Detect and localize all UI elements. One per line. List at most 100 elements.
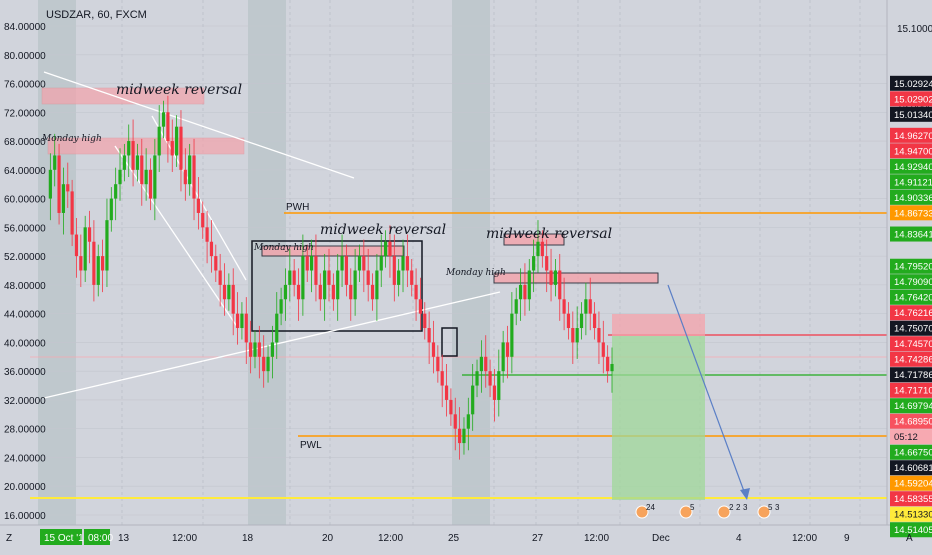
candle-body (518, 284, 523, 300)
left-axis-tick-label: 20.00000 (4, 482, 46, 493)
price-label-tag[interactable] (890, 367, 932, 383)
price-label-tag[interactable] (890, 174, 932, 190)
price-label-tag[interactable] (890, 289, 932, 305)
range-box (251, 240, 423, 332)
candle-body (532, 256, 536, 271)
price-label-tag[interactable] (890, 429, 932, 445)
candle-body (370, 284, 375, 300)
price-label-tag[interactable] (890, 382, 932, 398)
price-label-tag[interactable] (890, 106, 932, 122)
right-axis[interactable]: 15.1000015.0000015.0292415.0290215.01340… (890, 24, 932, 538)
event-badge-icon[interactable] (635, 505, 649, 519)
candle-body (601, 342, 605, 357)
left-axis: 84.00000 80.00000 76.00000 72.00000 68.00000… (4, 22, 46, 522)
price-label-tag[interactable] (890, 91, 932, 107)
annotation-midweek-reversal: midweek reversal (116, 82, 242, 98)
price-label-tag[interactable] (890, 398, 932, 414)
x-axis-tick-label: 12:00 (792, 533, 817, 544)
candle-body (575, 328, 579, 343)
price-label-tag[interactable] (890, 258, 932, 274)
candle-body (70, 191, 74, 235)
x-axis-time-tag[interactable] (84, 529, 110, 545)
x-axis-tick-label: 9 (844, 533, 850, 544)
left-axis-tick-label: 44.00000 (4, 310, 46, 321)
price-label-tag[interactable] (890, 444, 932, 460)
price-label-tag[interactable] (890, 336, 932, 352)
annotation-pwh: PWH (286, 202, 309, 213)
price-label-tag[interactable] (890, 274, 932, 290)
candle-body (505, 342, 510, 357)
candle-body (510, 313, 514, 357)
x-axis-tick-label: 4 (736, 533, 742, 544)
candle-body (209, 241, 214, 257)
event-badge-icon[interactable] (679, 505, 693, 519)
price-label-tag[interactable] (890, 522, 932, 538)
annotation-monday-high-3: Monday high (445, 268, 506, 278)
price-label-text: 15.02902 (894, 94, 932, 105)
left-axis-tick-label: 36.00000 (4, 367, 46, 378)
candle-body (144, 169, 148, 185)
price-label-tag[interactable] (890, 320, 932, 336)
candle-body (53, 155, 57, 170)
candle-body (475, 371, 479, 386)
candle-body (523, 284, 527, 300)
price-label-text: 14.69794 (894, 401, 932, 412)
price-label-text: 14.66750 (894, 448, 932, 459)
price-label-tag[interactable] (890, 143, 932, 159)
x-axis-tick-label: A (906, 533, 913, 544)
left-axis-tick-label: 24.00000 (4, 453, 46, 464)
x-axis-time-tag[interactable] (40, 529, 82, 545)
event-badge-count: 24 (646, 503, 655, 512)
price-label-tag[interactable] (890, 226, 932, 242)
price-label-tag[interactable] (890, 506, 932, 522)
candle-body (610, 363, 614, 372)
candle-body (384, 241, 388, 257)
candle-body (196, 198, 200, 213)
price-label-tag[interactable] (890, 158, 932, 174)
candle-body (444, 385, 449, 400)
candle-body (597, 328, 601, 343)
candle-body (318, 284, 322, 300)
midweek-reversal-zone (41, 87, 205, 105)
price-label-text: 14.92940 (894, 162, 932, 173)
left-axis-tick-label: 84.00000 (4, 22, 46, 33)
price-label-tag[interactable] (890, 413, 932, 429)
price-label-tag[interactable] (890, 75, 932, 91)
candle-body (418, 299, 423, 314)
event-badge-icon[interactable] (757, 505, 771, 519)
price-label-tag[interactable] (890, 460, 932, 476)
price-label-tag[interactable] (890, 205, 932, 221)
price-label-text: 14.83641 (894, 230, 932, 241)
candle-body (157, 126, 161, 156)
stop-loss-zone (612, 314, 705, 336)
event-badge-icon[interactable] (717, 505, 731, 519)
price-label-tag[interactable] (890, 491, 932, 507)
price-label-tag[interactable] (890, 127, 932, 143)
candle-body (87, 227, 92, 242)
price-label-tag[interactable] (890, 475, 932, 491)
x-axis-tick-label: Dec (652, 533, 670, 544)
x-axis-tick-label: 18 (242, 533, 254, 544)
event-badges[interactable]: 24 5 2 2 3 5 3 (635, 503, 780, 519)
candle-body (362, 256, 366, 271)
candle-body (414, 284, 418, 300)
candle-body (231, 284, 235, 314)
candle-body (179, 126, 183, 170)
candle-body (235, 313, 240, 329)
left-axis-tick-label: 28.00000 (4, 425, 46, 436)
candle-body (170, 141, 174, 156)
candle-body (405, 256, 409, 271)
left-axis-tick-label: 72.00000 (4, 108, 46, 119)
price-label-tag[interactable] (890, 351, 932, 367)
left-axis-tick-label: 76.00000 (4, 80, 46, 91)
chart-title: USDZAR, 60, FXCM (46, 9, 147, 21)
price-label-tag[interactable] (890, 189, 932, 205)
candle-body (344, 256, 349, 285)
price-label-tag[interactable] (890, 305, 932, 321)
left-axis-tick-label: 48.00000 (4, 281, 46, 292)
candle-body (479, 356, 483, 372)
candle-body (514, 299, 518, 314)
